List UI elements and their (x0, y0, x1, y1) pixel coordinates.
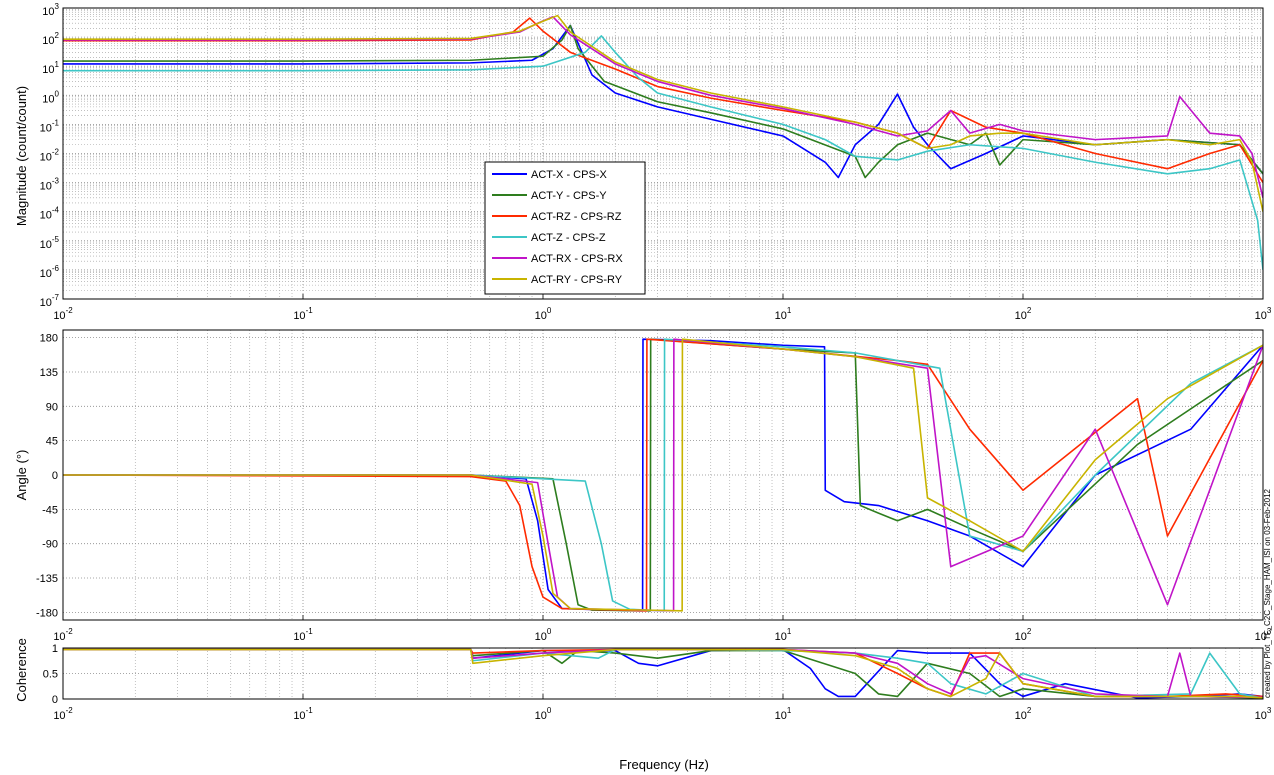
phase-series-group (63, 338, 1263, 612)
phase-series-line-2 (63, 338, 1263, 612)
coherence-xtick-label: 10-1 (293, 706, 313, 722)
legend-label-4: ACT-Z - CPS-Z (531, 232, 606, 244)
legend-label-5: ACT-RX - CPS-RX (531, 253, 623, 265)
magnitude-series-line-4 (63, 35, 1263, 270)
magnitude-axes-frame (62, 7, 1264, 300)
legend-label-2: ACT-Y - CPS-Y (531, 190, 607, 202)
magnitude-ytick-label: 101 (42, 60, 59, 76)
phase-series-line-6 (63, 338, 1263, 612)
legend-label-3: ACT-RZ - CPS-RZ (531, 211, 622, 223)
legend: ACT-X - CPS-X ACT-Y - CPS-Y ACT-RZ - CPS-R… (484, 161, 646, 295)
magnitude-ytick-label: 10-2 (40, 148, 60, 164)
coherence-xtick-label: 102 (1015, 706, 1032, 722)
magnitude-series-group (63, 14, 1263, 270)
phase-axes-frame (62, 329, 1264, 621)
phase-ytick-label: 135 (40, 367, 58, 379)
magnitude-ytick-label: 10-1 (40, 118, 60, 134)
legend-label-1: ACT-X - CPS-X (531, 169, 607, 181)
phase-xtick-label: 101 (775, 627, 792, 643)
phase-ytick-label: -45 (42, 504, 58, 516)
phase-ytick-label: 45 (46, 436, 58, 448)
phase-panel: -180 -135 -90 -45 0 45 90 135 180 10-2 10-1 100 101 1… (36, 329, 1272, 643)
phase-xtick-label: 102 (1015, 627, 1032, 643)
frequency-xlabel: Frequency (Hz) (619, 757, 709, 772)
magnitude-series-line-6 (63, 14, 1263, 212)
phase-series-line-4 (63, 338, 1263, 612)
coherence-series-line-5 (63, 648, 1263, 699)
phase-ytick-label: 90 (46, 401, 58, 413)
magnitude-ytick-label: 10-7 (40, 293, 60, 309)
phase-ytick-label: -135 (36, 573, 58, 585)
phase-series-line-1 (63, 338, 1263, 612)
phase-ytick-label: -90 (42, 539, 58, 551)
magnitude-ytick-label: 10-3 (40, 177, 60, 193)
phase-ylabel: Angle (°) (14, 450, 29, 501)
legend-box (484, 161, 646, 295)
coherence-xtick-label: 103 (1255, 706, 1272, 722)
credit-text: created by Plot_TF_C2C_Stage_HAM_ISI on … (1263, 488, 1272, 698)
coherence-ytick-label: 0.5 (43, 669, 58, 681)
magnitude-xtick-label: 10-1 (293, 306, 313, 322)
phase-ytick-label: 180 (40, 333, 58, 345)
coherence-ytick-label: 1 (52, 643, 58, 655)
magnitude-xtick-label: 101 (775, 306, 792, 322)
magnitude-ytick-label: 103 (42, 2, 59, 18)
phase-xtick-label: 103 (1255, 627, 1272, 643)
magnitude-xtick-label: 100 (535, 306, 552, 322)
phase-series-line-3 (63, 338, 1263, 612)
phase-ytick-label: -180 (36, 607, 58, 619)
magnitude-ytick-label: 10-5 (40, 235, 60, 251)
coherence-xtick-label: 100 (535, 706, 552, 722)
coherence-axes-frame (62, 647, 1264, 700)
phase-xtick-label: 10-1 (293, 627, 313, 643)
coherence-xtick-label: 10-2 (53, 706, 73, 722)
legend-label-6: ACT-RY - CPS-RY (531, 274, 623, 286)
magnitude-ytick-label: 10-6 (40, 264, 60, 280)
magnitude-ytick-label: 102 (42, 31, 59, 47)
phase-xtick-label: 100 (535, 627, 552, 643)
magnitude-xtick-label: 10-2 (53, 306, 73, 322)
magnitude-ytick-label: 10-4 (40, 206, 60, 222)
magnitude-ytick-label: 100 (42, 89, 59, 105)
magnitude-xtick-label: 102 (1015, 306, 1032, 322)
magnitude-ylabel: Magnitude (count/count) (14, 86, 29, 226)
coherence-ylabel: Coherence (14, 638, 29, 702)
magnitude-xtick-label: 103 (1255, 306, 1272, 322)
coherence-panel: 0 0.5 1 10-2 10-1 100 101 102 103 (43, 643, 1272, 722)
coherence-xtick-label: 101 (775, 706, 792, 722)
phase-ytick-label: 0 (52, 470, 58, 482)
coherence-ytick-label: 0 (52, 694, 58, 706)
phase-xtick-label: 10-2 (53, 627, 73, 643)
magnitude-panel: 10-7 10-6 10-5 10-4 10-3 10-2 10-1 100 101 102 103… (40, 2, 1272, 322)
coherence-series-line-6 (63, 648, 1263, 699)
coherence-series-group (63, 648, 1263, 699)
